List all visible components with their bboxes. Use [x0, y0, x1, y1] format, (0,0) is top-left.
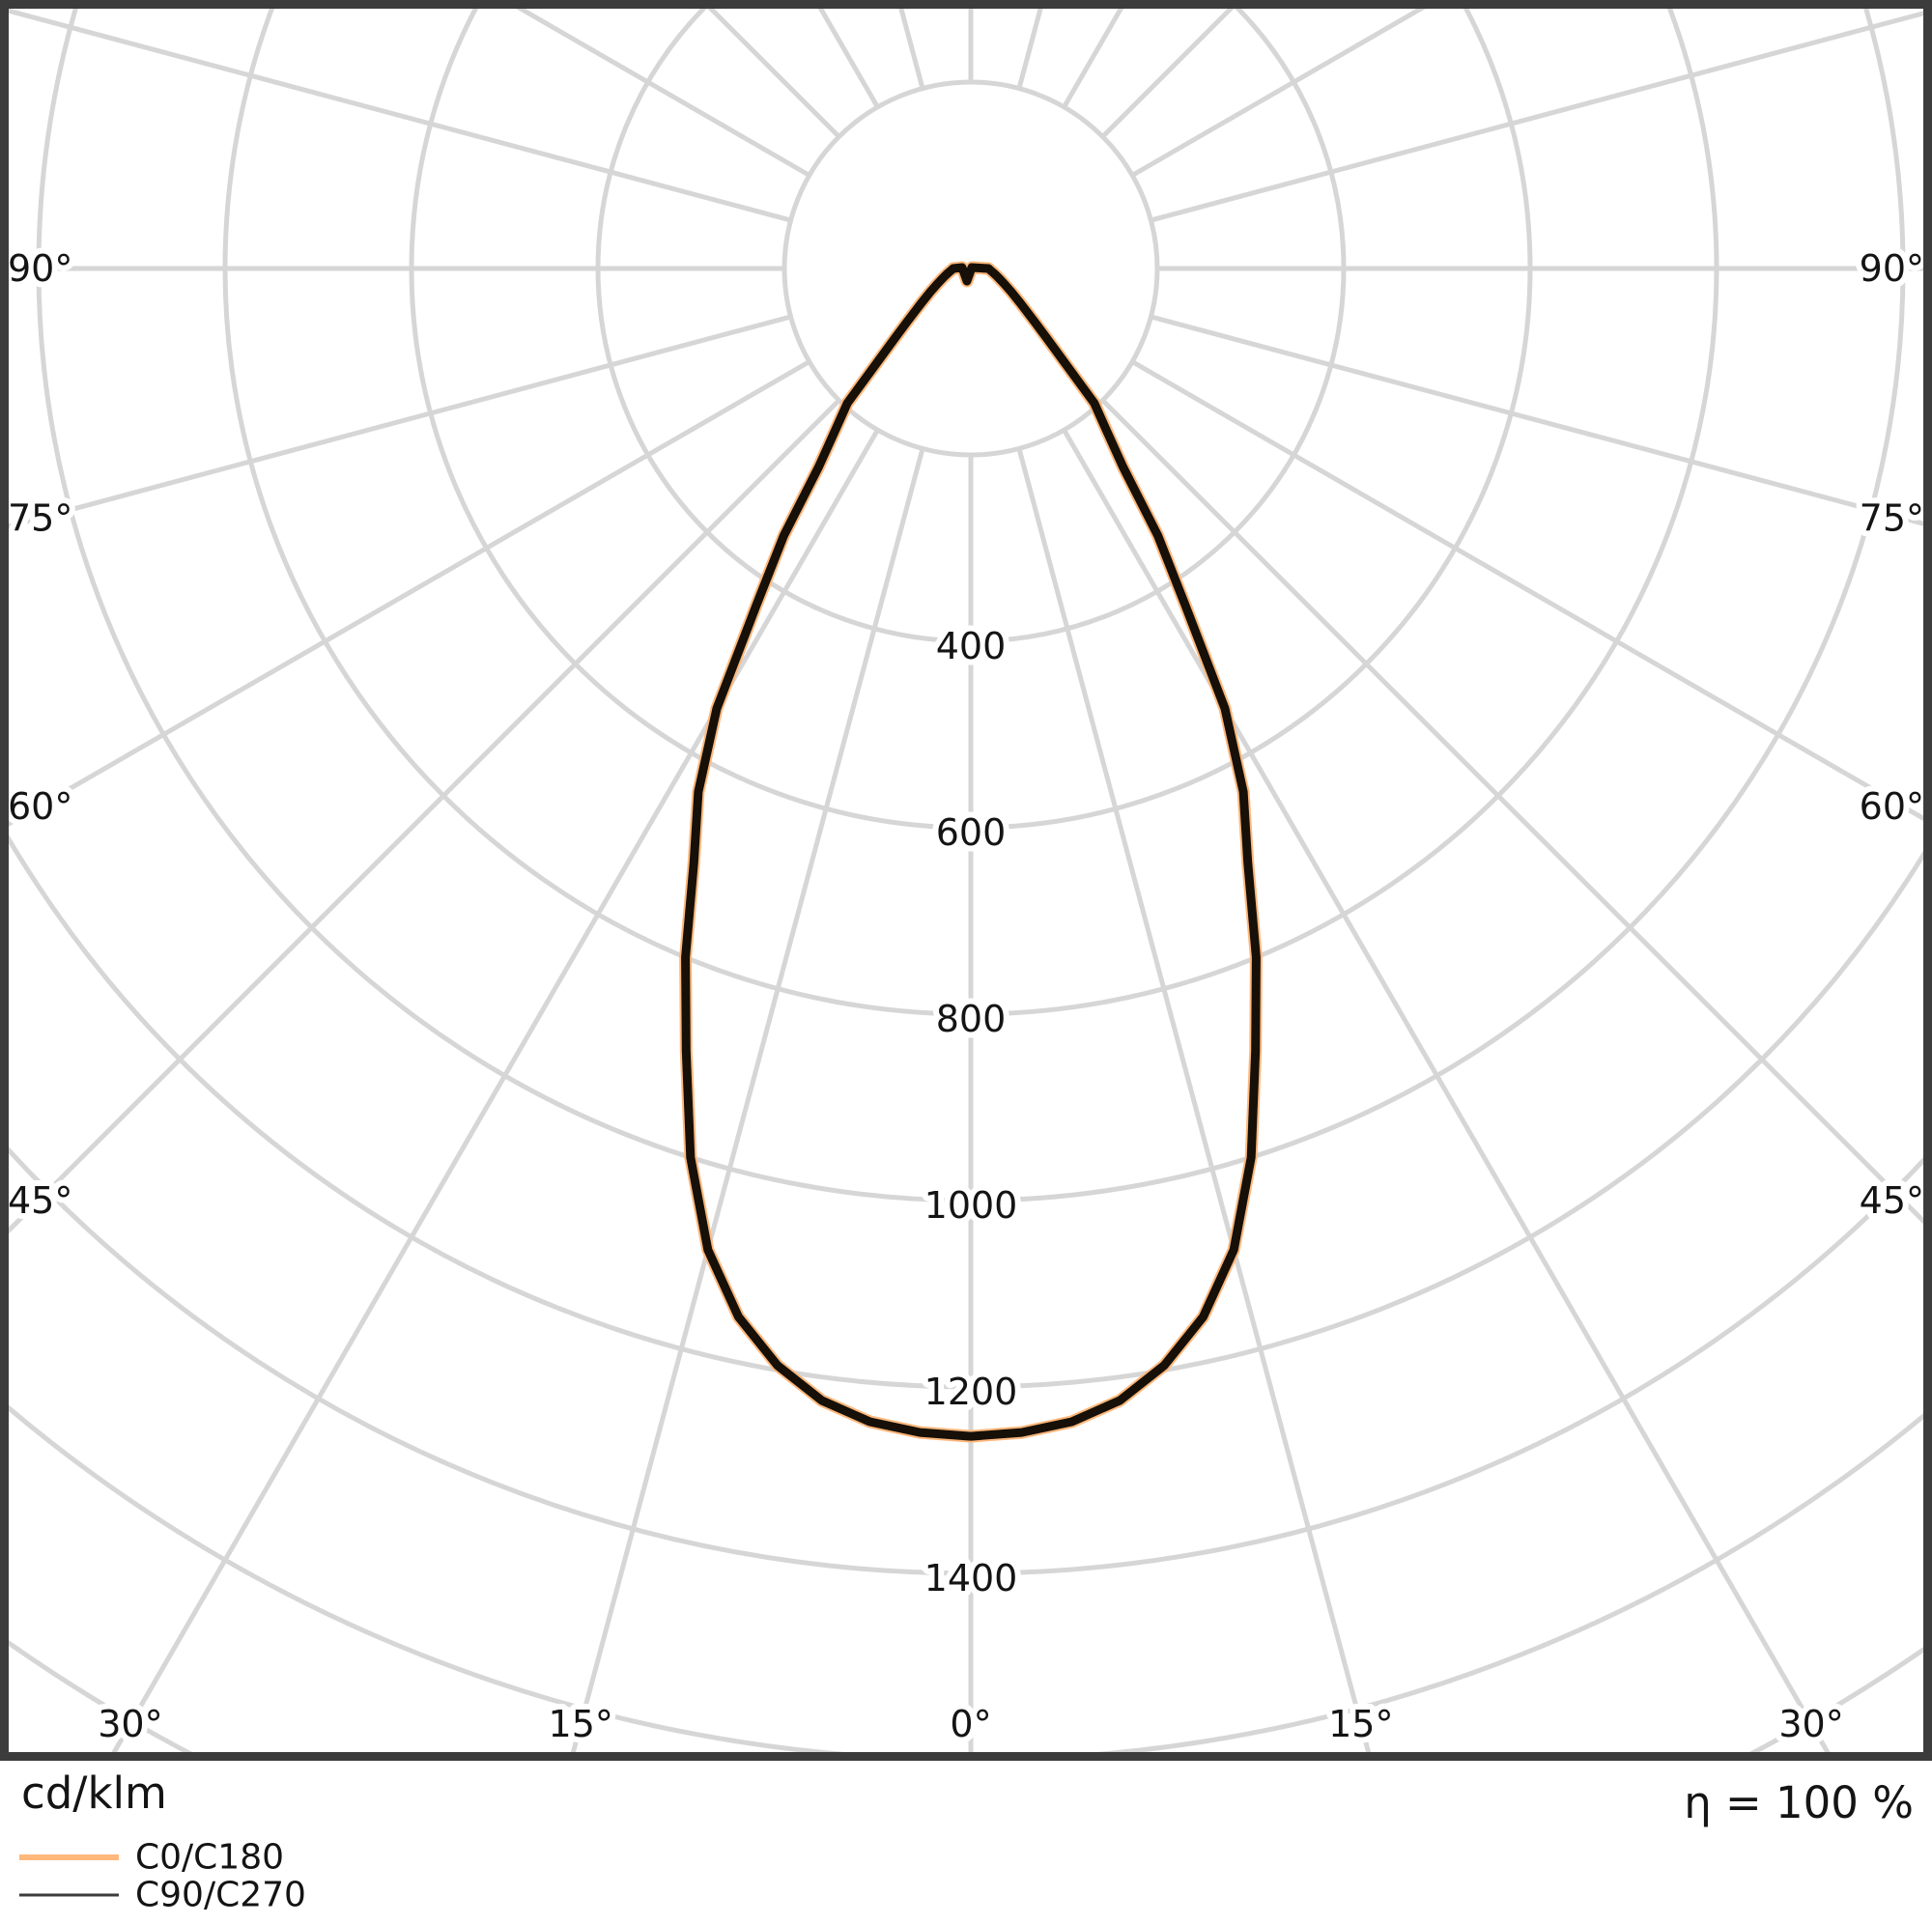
angle-tick-labels: 90° 75° 60° 45° 90° 75° 60° 45° 30° 15° 0° 15° 30° [2, 241, 1930, 1751]
grid-ray-285 [9, 314, 792, 529]
grid-ray-255 [9, 9, 792, 223]
angle-label-bottom-4: 30° [1778, 1703, 1843, 1745]
angle-label-left-60: 60° [8, 785, 72, 828]
angle-label-left-45: 45° [8, 1179, 72, 1222]
radius-label-1200: 1200 [924, 1371, 1018, 1413]
angle-label-left-75: 75° [8, 497, 72, 540]
grid-ray-75 [1150, 314, 1923, 526]
intensity-curves [679, 261, 1263, 1443]
legend-label-0: C0/C180 [135, 1838, 284, 1878]
angle-label-bottom-1: 15° [549, 1703, 613, 1745]
grid-ray-300 [9, 359, 811, 827]
angle-label-right-45: 45° [1860, 1179, 1924, 1222]
curve-c90-c270 [681, 263, 1261, 1441]
grid-ray-330 [110, 428, 880, 1754]
efficiency-label: η = 100 % [1684, 1777, 1914, 1828]
radius-label-800: 800 [936, 998, 1007, 1040]
angle-label-bottom-0: 30° [98, 1703, 162, 1745]
grid-ray-45 [1100, 398, 1923, 1225]
grid-ray-60 [1130, 359, 1923, 822]
plot-border [0, 0, 1932, 1761]
angle-label-left-90: 90° [8, 247, 72, 290]
grid-ray-30 [1062, 428, 1832, 1754]
unit-label: cd/klm [21, 1768, 167, 1819]
grid-ray-345 [570, 447, 925, 1754]
grid-ray-105 [1150, 11, 1923, 223]
angle-label-bottom-3: 15° [1328, 1703, 1393, 1745]
grid-ray-15 [1016, 447, 1372, 1754]
radius-label-1400: 1400 [924, 1557, 1018, 1599]
angle-label-right-60: 60° [1860, 785, 1924, 828]
angle-label-right-90: 90° [1860, 247, 1924, 290]
legend-label-1: C90/C270 [135, 1876, 306, 1915]
angle-label-right-75: 75° [1860, 497, 1924, 540]
radius-tick-labels: 400 600 800 1000 1200 1400 [919, 619, 1024, 1605]
angle-label-bottom-2: 0° [950, 1703, 991, 1745]
radius-label-1000: 1000 [924, 1184, 1018, 1227]
radius-label-600: 600 [936, 811, 1007, 854]
grid-ray-315 [9, 398, 841, 1234]
radius-label-400: 400 [936, 625, 1007, 667]
